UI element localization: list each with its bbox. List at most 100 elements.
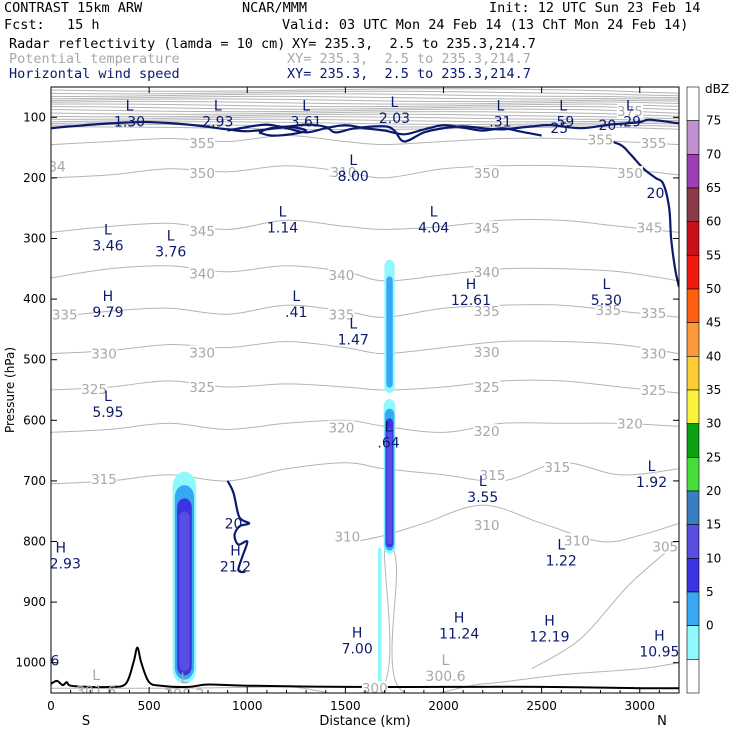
colorbar-bin	[686, 659, 700, 694]
y-tick-label: 200	[23, 171, 46, 185]
theta-contour-325	[51, 379, 679, 394]
theta-contour-label: 345	[189, 224, 215, 240]
theta-contour-355	[51, 134, 679, 146]
colorbar-unit: dBZ	[705, 82, 729, 96]
colorbar-bin	[686, 356, 700, 391]
x-tick-label: 500	[138, 699, 161, 713]
y-tick-label: 600	[23, 413, 46, 427]
upper-theta-line	[51, 111, 679, 117]
wind-extremum-type: L	[602, 277, 610, 293]
theta-label-bg	[652, 539, 679, 554]
theta-contour-330	[51, 340, 679, 355]
colorbar-tick-label: 35	[706, 383, 721, 397]
y-axis-label: Pressure (hPa)	[3, 347, 17, 433]
terrain-profile	[51, 646, 679, 690]
wind-extremum-type: L	[479, 474, 487, 490]
wind-extremum-value: 8.00	[338, 169, 369, 185]
colorbar-tick-label: 55	[706, 248, 721, 262]
theta-contour-label: 330	[474, 345, 500, 361]
theta-contour-label: 300	[362, 681, 388, 697]
wind-extremum-value: 5.30	[591, 293, 622, 309]
theta-label-bg	[636, 220, 663, 235]
theta-label-bg	[473, 221, 500, 236]
colorbar-bin	[686, 120, 700, 155]
theta-label-bg	[616, 166, 643, 181]
wind-extremum-type: L	[349, 153, 357, 169]
theta-contour-label: 345	[474, 221, 500, 237]
colorbar-bin	[686, 423, 700, 458]
wind-extremum-type: L	[430, 204, 438, 220]
plot-background	[51, 87, 679, 693]
colorbar-tick-label: 0	[706, 619, 714, 633]
colorbar-tick-label: 5	[706, 585, 714, 599]
wind-extremum-type: L	[391, 95, 399, 111]
colorbar-bin	[686, 154, 700, 189]
theta-contour-label: 345	[637, 221, 663, 237]
wind-contour-label: 20	[647, 186, 665, 202]
wind-extremum-value: 2.03	[379, 111, 410, 127]
theta-label-bg	[334, 529, 361, 544]
upper-theta-line	[51, 103, 679, 108]
wind-extremum-value: .64	[377, 435, 399, 451]
wind-extremum-type: L	[557, 538, 565, 554]
colorbar-bin	[686, 322, 700, 357]
theta-label-bg	[90, 472, 117, 487]
upper-theta-line	[51, 93, 679, 99]
colorbar-tick-label: 75	[706, 114, 721, 128]
theta-label-bg	[640, 346, 667, 361]
theta-label-bg	[640, 306, 667, 321]
wind-extremum-type: H	[103, 289, 114, 305]
forecast-label: Fcst:	[4, 17, 45, 33]
colorbar-tick-label: 50	[706, 282, 721, 296]
wind-extremum-type: L	[126, 98, 134, 114]
theta-label-bg	[81, 381, 108, 396]
field-wind-name: Horizontal wind speed	[9, 66, 180, 82]
reflectivity-5dbz-cell-3	[377, 547, 382, 687]
theta-contour-340	[51, 265, 679, 282]
wind-extremum-value: 10.95	[639, 645, 679, 661]
wind-extremum-value: 4.04	[418, 220, 449, 236]
theta-contour-label: 325	[641, 383, 667, 399]
theta-extremum-type: L	[442, 653, 450, 669]
theta-label-bg	[473, 304, 500, 319]
theta-contour-label: 320	[329, 421, 355, 437]
init-time: Init: 12 UTC Sun 23 Feb 14	[489, 0, 701, 16]
theta-contour-345	[51, 219, 679, 233]
colorbar-bin	[686, 524, 700, 559]
wind-extremum-value: .41	[285, 305, 307, 321]
theta-contour-label: 310	[334, 530, 360, 546]
wind-extremum-value: 9.79	[92, 305, 123, 321]
theta-contour-label: 325	[81, 382, 107, 398]
colorbar-tick-label: 70	[706, 147, 721, 161]
reflectivity-20dbz-cell-0	[179, 511, 190, 672]
wind-extremum-value: 11.24	[439, 626, 479, 642]
wind-contour-20	[226, 480, 251, 574]
theta-label-bg	[361, 681, 388, 693]
x-tick-label: 1000	[232, 699, 263, 713]
theta-contour-label: 340	[189, 267, 215, 283]
wind-contour-20	[51, 118, 679, 143]
theta-label-bg	[189, 345, 216, 360]
colorbar-bin	[686, 457, 700, 492]
upper-theta-line	[51, 118, 679, 123]
theta-label-bg	[544, 459, 571, 474]
reflectivity-10dbz-cell-1	[386, 276, 393, 388]
theta-contour-label: 355	[588, 133, 614, 149]
south-end-label: S	[82, 714, 90, 729]
field-radar-xy: XY= 235.3, 2.5 to 235.3,214.7	[292, 36, 536, 52]
theta-contour-label: 335	[595, 303, 621, 319]
wind-extremum-type: L	[104, 389, 112, 405]
theta-label-bg	[328, 420, 355, 435]
theta-contour-label: 305	[652, 539, 678, 555]
y-tick-label: 500	[23, 353, 46, 367]
y-tick-label: 100	[23, 110, 46, 124]
wind-extremum-value: 3.76	[155, 245, 186, 261]
theta-extremum-type: L	[181, 671, 189, 687]
axes: 0 500 1000 1500 2000 2500 3000 100 200 300 400 500 6…	[3, 87, 680, 729]
north-end-label: N	[657, 714, 667, 729]
wind-extremum-value: 6	[50, 654, 59, 670]
wind-extremum-type: L	[349, 316, 357, 332]
wind-extremum-type: L	[497, 98, 505, 114]
upper-theta-line	[51, 116, 679, 122]
field-theta-name: Potential temperature	[9, 51, 180, 67]
